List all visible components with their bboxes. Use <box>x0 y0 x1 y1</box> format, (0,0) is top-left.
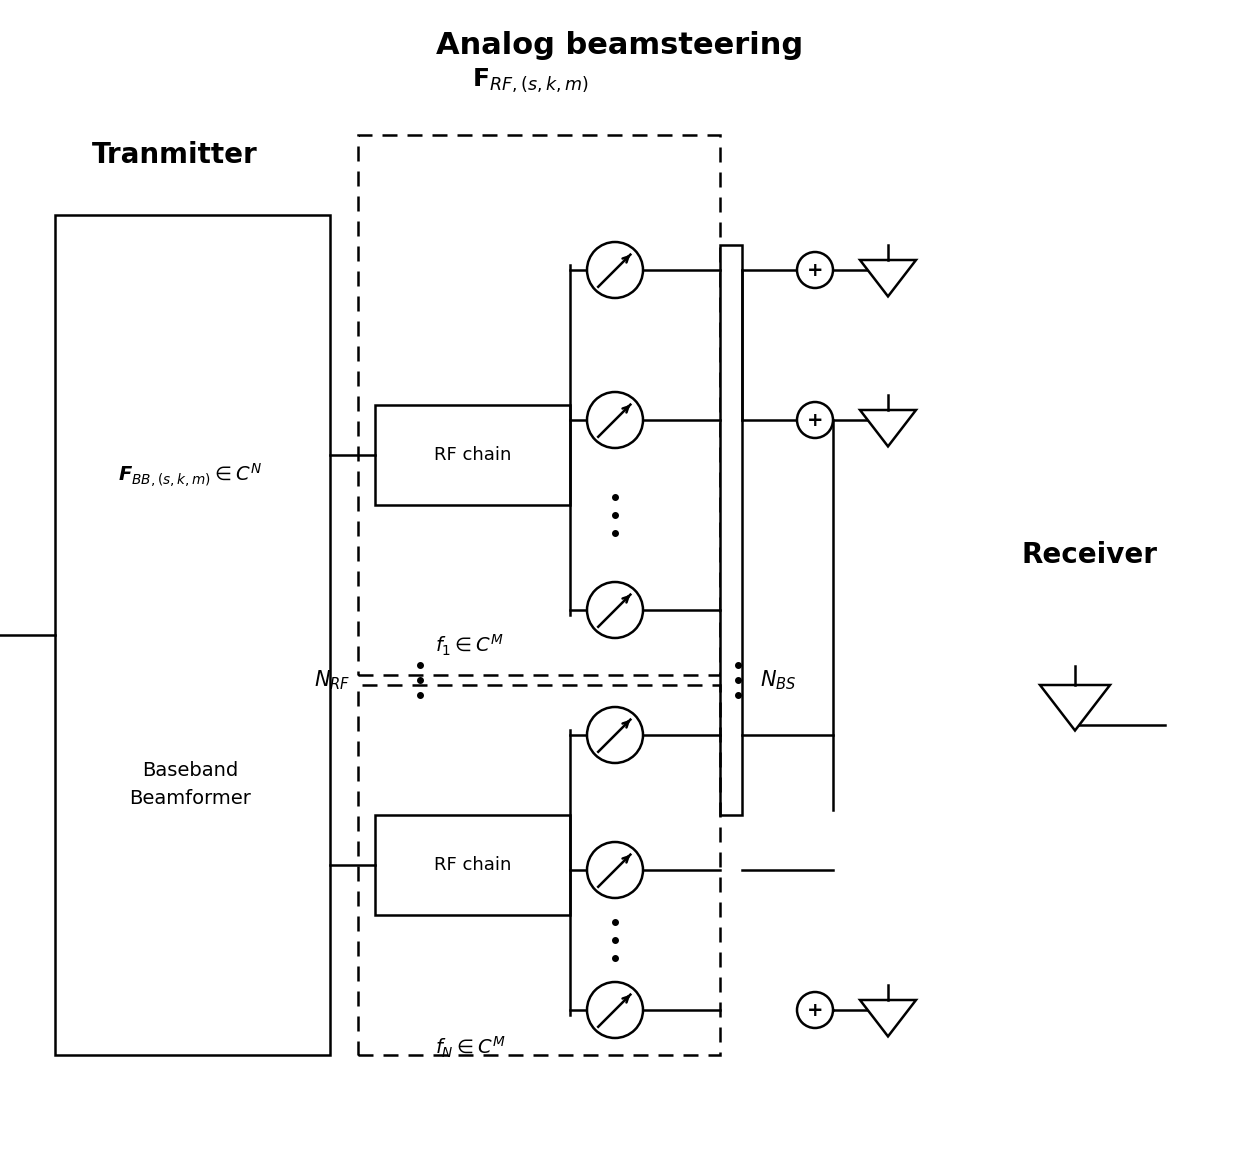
Circle shape <box>797 252 833 288</box>
Text: Tranmitter: Tranmitter <box>92 141 258 169</box>
Polygon shape <box>861 410 916 446</box>
Text: +: + <box>807 261 823 280</box>
Text: RF chain: RF chain <box>434 446 511 464</box>
Text: $N_{BS}$: $N_{BS}$ <box>760 669 796 692</box>
Polygon shape <box>861 260 916 297</box>
Text: $\boldsymbol{F}_{BB,(s,k,m)} \in C^N$: $\boldsymbol{F}_{BB,(s,k,m)} \in C^N$ <box>118 462 262 489</box>
Circle shape <box>587 842 644 897</box>
Text: RF chain: RF chain <box>434 856 511 874</box>
Polygon shape <box>861 1000 916 1036</box>
Text: $N_{RF}$: $N_{RF}$ <box>314 669 350 692</box>
Circle shape <box>587 982 644 1038</box>
Bar <box>358 685 720 1055</box>
Text: $f_1 \in C^M$: $f_1 \in C^M$ <box>435 633 505 657</box>
Text: Receiver: Receiver <box>1022 541 1158 569</box>
Circle shape <box>797 402 833 438</box>
Bar <box>374 405 570 505</box>
Text: +: + <box>807 1000 823 1020</box>
Circle shape <box>587 707 644 763</box>
Bar <box>358 135 720 675</box>
Circle shape <box>587 392 644 448</box>
Polygon shape <box>1040 685 1110 730</box>
Text: $f_N \in C^M$: $f_N \in C^M$ <box>435 1035 505 1059</box>
Text: $\mathbf{F}_{RF,(s,k,m)}$: $\mathbf{F}_{RF,(s,k,m)}$ <box>471 66 589 94</box>
Circle shape <box>797 992 833 1028</box>
Circle shape <box>587 243 644 298</box>
Bar <box>720 245 742 815</box>
Circle shape <box>587 582 644 638</box>
Bar <box>55 215 330 1055</box>
Text: +: + <box>807 410 823 430</box>
Bar <box>374 815 570 915</box>
Text: Analog beamsteering: Analog beamsteering <box>436 30 804 60</box>
Text: Baseband
Beamformer: Baseband Beamformer <box>129 761 250 808</box>
